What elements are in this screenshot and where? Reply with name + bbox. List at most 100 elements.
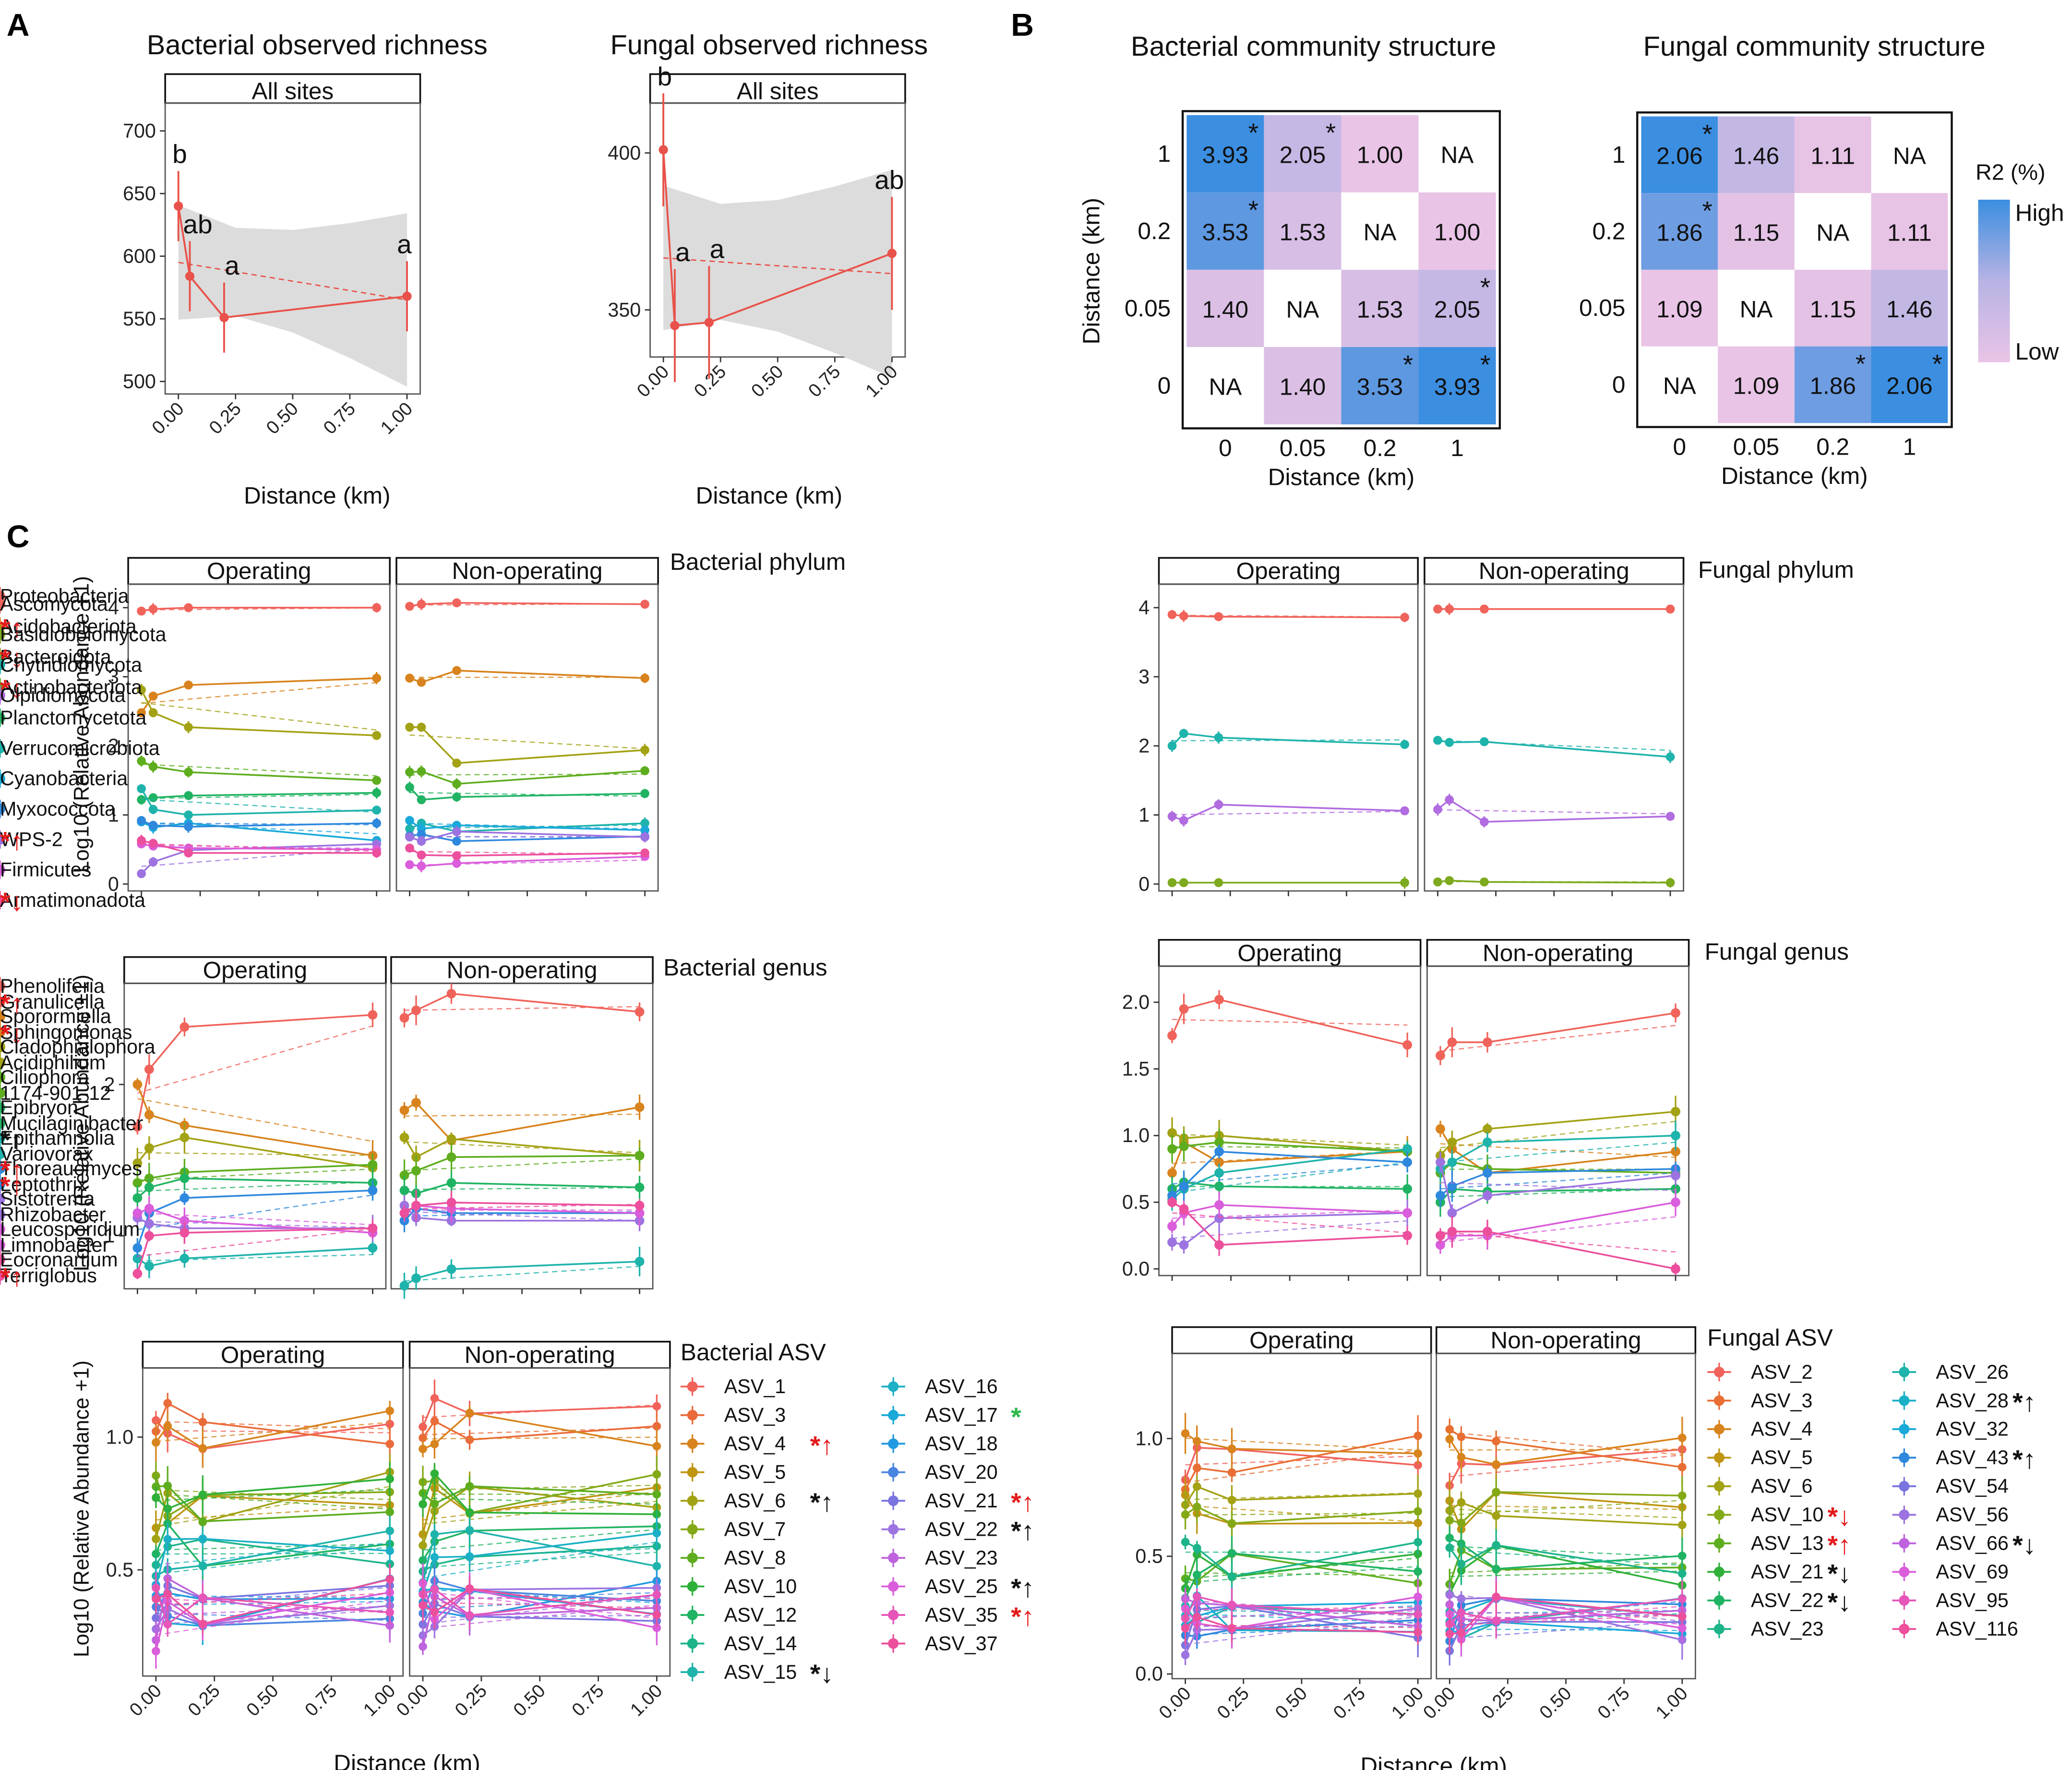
data-point [198, 1418, 207, 1426]
data-point [137, 708, 146, 717]
sig-marker: *↓ [0, 887, 24, 916]
series-line [155, 1538, 390, 1588]
data-point [1677, 1433, 1687, 1442]
data-point [405, 824, 414, 833]
data-point [1433, 604, 1442, 614]
data-point [152, 1647, 160, 1656]
data-point [1447, 1208, 1457, 1218]
heatmap-cell [1794, 193, 1871, 270]
trend-line [1172, 1145, 1408, 1149]
legend-label: ASV_23 [1751, 1618, 1823, 1640]
data-point [132, 1080, 143, 1089]
legend-swatch-dot [1713, 1423, 1725, 1435]
data-point [198, 1444, 207, 1453]
legend-swatch-dot [687, 1409, 698, 1421]
legend-label: ASV_7 [724, 1518, 786, 1540]
data-point [1447, 1227, 1457, 1237]
trend-line [1449, 1508, 1682, 1518]
y-tick-label: 550 [123, 308, 156, 330]
data-point [452, 779, 461, 789]
data-point [417, 850, 426, 860]
panel-letter-c: C [7, 519, 30, 554]
data-point [184, 603, 193, 613]
sig-asterisk: * [1932, 349, 1942, 379]
series-line [422, 1529, 657, 1583]
data-point [411, 1201, 421, 1211]
trend-line [141, 763, 377, 777]
legend-swatch-dot [0, 690, 6, 701]
trend-line [1185, 1610, 1418, 1619]
series-line [1449, 1537, 1682, 1570]
data-point [137, 836, 146, 845]
series-line [404, 1202, 640, 1214]
trend-line [1172, 810, 1405, 816]
legend-label: ASV_13 [1751, 1532, 1823, 1554]
y-tick-label: 0 [1138, 873, 1150, 895]
data-point [148, 708, 158, 717]
data-point [419, 1541, 427, 1550]
trend-line [137, 1098, 373, 1142]
legend-label: ASV_15 [724, 1661, 797, 1683]
data-point [405, 674, 414, 683]
trend-line [422, 1491, 657, 1521]
data-point [1400, 878, 1410, 887]
heatmap-cell [1871, 269, 1948, 347]
legend-label: ASV_5 [724, 1461, 786, 1483]
series-line [1185, 1485, 1418, 1505]
data-point [411, 1097, 421, 1108]
legend-swatch-dot [0, 590, 6, 602]
legend-swatch-dot [687, 1638, 698, 1649]
data-point [1214, 612, 1223, 621]
data-point [1671, 1131, 1680, 1141]
facet-frame [1436, 1353, 1696, 1680]
data-point [640, 825, 649, 835]
trend-line [156, 1421, 390, 1430]
data-point [1193, 1482, 1201, 1491]
trend-line [137, 1194, 373, 1230]
data-point [1483, 1168, 1492, 1178]
heatmap-value: 3.53 [1202, 219, 1248, 246]
series-line [409, 669, 645, 684]
series-line [1171, 732, 1405, 747]
series-line [409, 602, 645, 607]
legend-low: Low [2015, 338, 2059, 365]
data-point [1436, 1124, 1445, 1134]
facet-strip-label: Operating [207, 557, 311, 584]
data-point [152, 1594, 160, 1603]
data-point [144, 1110, 154, 1120]
trend-line [1185, 1572, 1418, 1577]
data-point [419, 1445, 427, 1454]
fit-line [663, 257, 892, 275]
series-line [141, 677, 377, 713]
legend-label: Proteobacteria [0, 585, 129, 607]
data-point [385, 1420, 395, 1429]
heatmap-value: NA [1286, 296, 1319, 323]
y-tick-label: 2.0 [1122, 991, 1150, 1013]
data-point [652, 1529, 661, 1538]
series-line [422, 1397, 657, 1427]
data-point [635, 1256, 645, 1266]
series-line [422, 1588, 657, 1616]
trend-line [156, 1505, 390, 1521]
data-point [659, 145, 668, 155]
legend-label: Ciliophora [0, 1066, 89, 1088]
series-line [1449, 1549, 1682, 1585]
data-point [1413, 1567, 1422, 1576]
trend-line [1185, 1505, 1418, 1523]
data-point [144, 1261, 154, 1271]
data-point [430, 1499, 439, 1508]
heatmap-title: Fungal community structure [1643, 31, 1986, 62]
sig-letter: a [225, 251, 240, 280]
data-point [1413, 1518, 1422, 1528]
data-point [1445, 1543, 1454, 1552]
legend-swatch-dot [0, 1193, 6, 1204]
legend-label: ASV_116 [1936, 1618, 2018, 1640]
data-point [1677, 1520, 1687, 1529]
data-point [446, 1152, 456, 1162]
data-point [1179, 816, 1188, 825]
trend-line [141, 794, 377, 799]
data-point [198, 1619, 207, 1628]
trend-line [422, 1601, 657, 1609]
data-point [405, 722, 414, 732]
data-point [465, 1435, 474, 1444]
